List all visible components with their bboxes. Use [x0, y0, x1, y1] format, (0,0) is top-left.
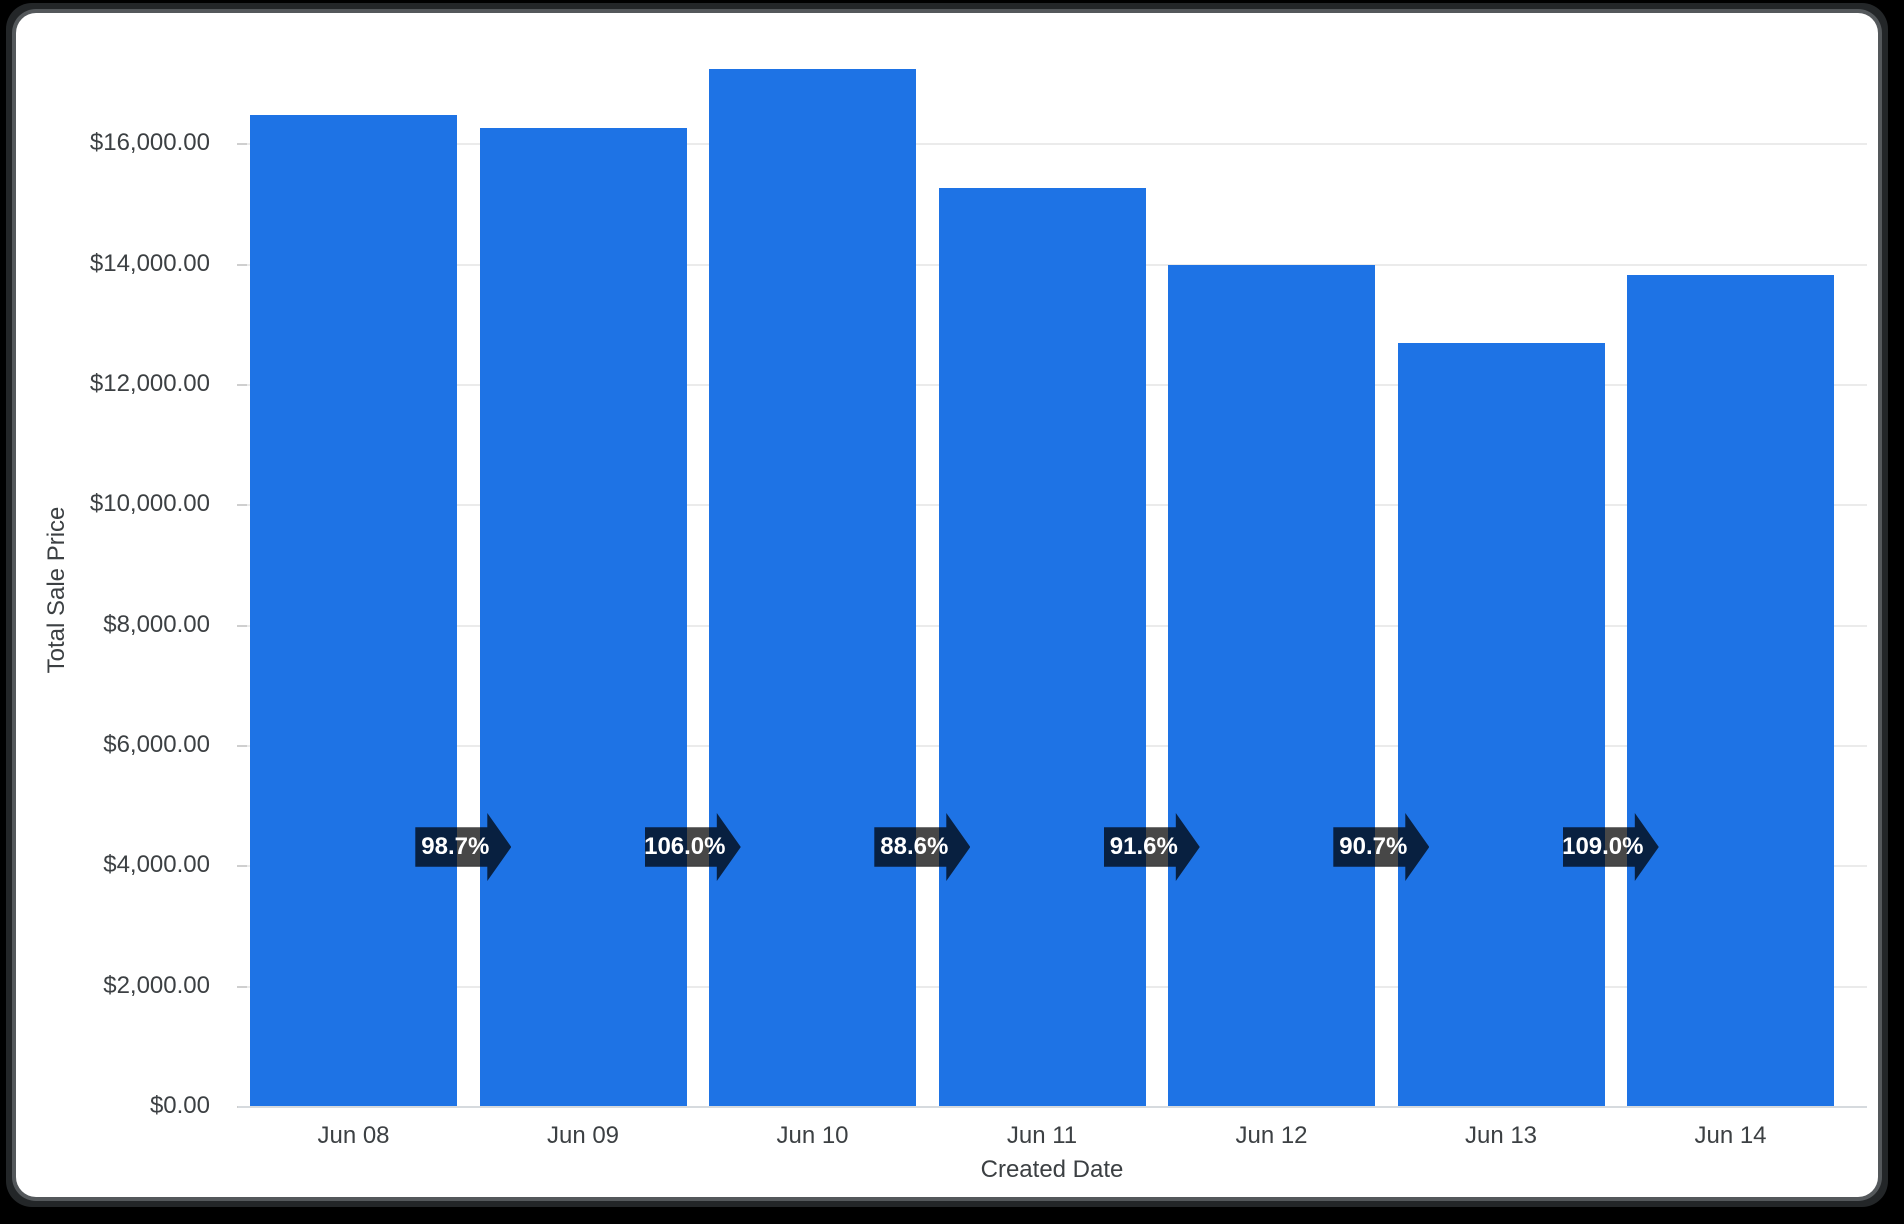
percent-change-label: 106.0% — [644, 833, 726, 860]
y-axis-tick — [237, 865, 247, 867]
y-axis-tick-label: $2,000.00 — [103, 972, 210, 999]
percent-change-label: 98.7% — [421, 833, 490, 860]
y-axis-tick — [237, 504, 247, 506]
x-axis-tick-label: Jun 13 — [1464, 1122, 1538, 1149]
y-axis-tick-label: $8,000.00 — [103, 611, 210, 638]
percent-change-label: 88.6% — [880, 833, 949, 860]
y-axis-tick — [237, 384, 247, 386]
gridline — [238, 143, 1867, 145]
y-axis-tick-label: $4,000.00 — [103, 851, 210, 878]
x-axis-baseline — [238, 1106, 1867, 1108]
y-axis-tick — [237, 264, 247, 266]
x-axis-tick-label: Jun 14 — [1694, 1122, 1767, 1149]
bar-jun-08[interactable] — [250, 115, 457, 1108]
y-axis-tick — [237, 625, 247, 627]
y-axis-tick — [237, 986, 247, 988]
y-axis-tick-label: $6,000.00 — [103, 731, 210, 758]
x-axis-tick-label: Jun 08 — [317, 1122, 390, 1149]
percent-change-label: 109.0% — [1562, 833, 1644, 860]
percent-change-label: 91.6% — [1109, 833, 1178, 860]
percent-change-label: 90.7% — [1339, 833, 1408, 860]
bar-jun-13[interactable] — [1397, 343, 1605, 1108]
y-axis-tick-label: $14,000.00 — [89, 250, 210, 277]
y-axis-tick — [237, 745, 247, 747]
bar-jun-10[interactable] — [709, 69, 916, 1108]
bar-jun-11[interactable] — [938, 187, 1146, 1108]
bar-jun-09[interactable] — [479, 127, 687, 1108]
y-axis-tick-label: $10,000.00 — [89, 490, 210, 517]
x-axis-tick-label: Jun 09 — [546, 1122, 620, 1149]
y-axis-title: Total Sale Price — [43, 506, 70, 674]
bar-jun-12[interactable] — [1168, 264, 1375, 1108]
y-axis-tick-label: $16,000.00 — [89, 129, 210, 156]
bar-jun-14[interactable] — [1627, 274, 1834, 1108]
x-axis-tick-label: Jun 11 — [1006, 1122, 1078, 1149]
x-axis-tick-label: Jun 10 — [776, 1122, 849, 1149]
y-axis-tick — [237, 143, 247, 145]
x-axis-tick-label: Jun 12 — [1235, 1122, 1308, 1149]
x-axis-title: Created Date — [980, 1156, 1124, 1183]
y-axis-tick-label: $12,000.00 — [89, 370, 210, 397]
y-axis-tick-label: $0.00 — [149, 1092, 210, 1119]
chart-card: $0.00 $2,000.00 $4,000.00 $6,000.00 $8,000.0… — [16, 13, 1878, 1197]
